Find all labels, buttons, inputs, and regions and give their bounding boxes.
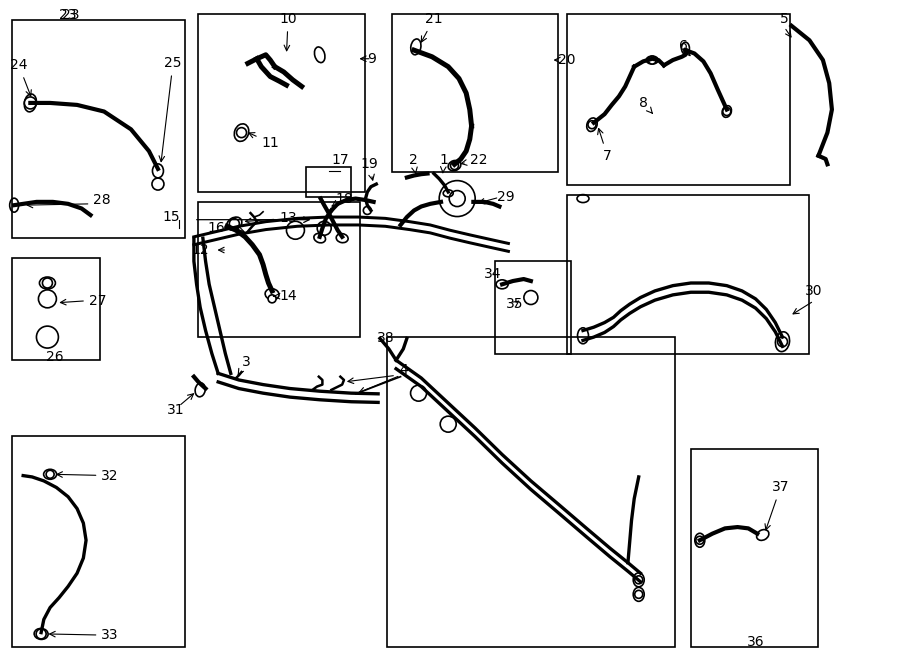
- Bar: [198, 14, 364, 192]
- Text: 16: 16: [208, 221, 225, 235]
- Text: 17: 17: [331, 153, 349, 167]
- Text: 34: 34: [484, 268, 502, 282]
- Text: 26: 26: [46, 350, 63, 364]
- Text: 3: 3: [238, 355, 250, 375]
- Text: 36: 36: [747, 635, 764, 649]
- Circle shape: [634, 576, 643, 584]
- Text: 20: 20: [558, 53, 576, 67]
- Text: 32: 32: [57, 469, 119, 483]
- Text: 22: 22: [461, 153, 487, 167]
- Bar: [567, 14, 789, 185]
- Text: 4: 4: [399, 363, 408, 377]
- Text: 23: 23: [59, 8, 76, 22]
- Text: 35: 35: [506, 297, 523, 311]
- Text: 33: 33: [50, 628, 119, 642]
- Bar: [691, 449, 818, 647]
- Text: 15: 15: [163, 210, 180, 224]
- Text: 30: 30: [806, 284, 823, 298]
- Circle shape: [723, 108, 731, 116]
- Circle shape: [449, 190, 465, 206]
- Text: 19: 19: [360, 157, 378, 180]
- Text: 23: 23: [62, 8, 79, 22]
- Circle shape: [451, 161, 458, 170]
- Bar: [13, 436, 184, 647]
- Text: 11: 11: [248, 133, 279, 149]
- Text: 37: 37: [765, 481, 789, 530]
- Text: 13: 13: [246, 212, 297, 225]
- Circle shape: [230, 219, 239, 229]
- Text: 29: 29: [497, 190, 515, 204]
- Text: 12: 12: [192, 243, 209, 257]
- Circle shape: [46, 471, 54, 479]
- Text: 2: 2: [409, 153, 418, 173]
- Circle shape: [268, 295, 276, 303]
- Bar: [198, 202, 360, 337]
- Text: 25: 25: [159, 56, 182, 161]
- Text: 9: 9: [367, 52, 376, 65]
- Text: 1: 1: [439, 153, 448, 173]
- Circle shape: [634, 590, 643, 598]
- Text: 5: 5: [780, 12, 788, 26]
- Circle shape: [42, 278, 52, 288]
- Text: 27: 27: [89, 294, 106, 308]
- Circle shape: [648, 56, 656, 64]
- Bar: [13, 20, 184, 238]
- Circle shape: [24, 97, 36, 109]
- Text: 31: 31: [167, 403, 184, 416]
- Circle shape: [696, 536, 704, 544]
- Text: 8: 8: [639, 96, 652, 114]
- Text: 18: 18: [332, 192, 353, 206]
- Text: 6: 6: [680, 38, 688, 52]
- Text: 14: 14: [274, 290, 297, 303]
- Text: 38: 38: [376, 331, 394, 346]
- Text: 7: 7: [598, 128, 612, 163]
- Circle shape: [588, 121, 596, 129]
- Bar: [306, 167, 351, 197]
- Text: 10: 10: [279, 12, 297, 51]
- Bar: [495, 261, 572, 354]
- Bar: [387, 337, 675, 647]
- Circle shape: [237, 128, 247, 137]
- Bar: [13, 258, 100, 360]
- Circle shape: [36, 629, 46, 639]
- Text: 24: 24: [10, 58, 32, 96]
- Text: 21: 21: [421, 12, 443, 42]
- Text: 28: 28: [93, 193, 110, 207]
- Bar: [567, 195, 809, 354]
- Bar: [392, 14, 558, 173]
